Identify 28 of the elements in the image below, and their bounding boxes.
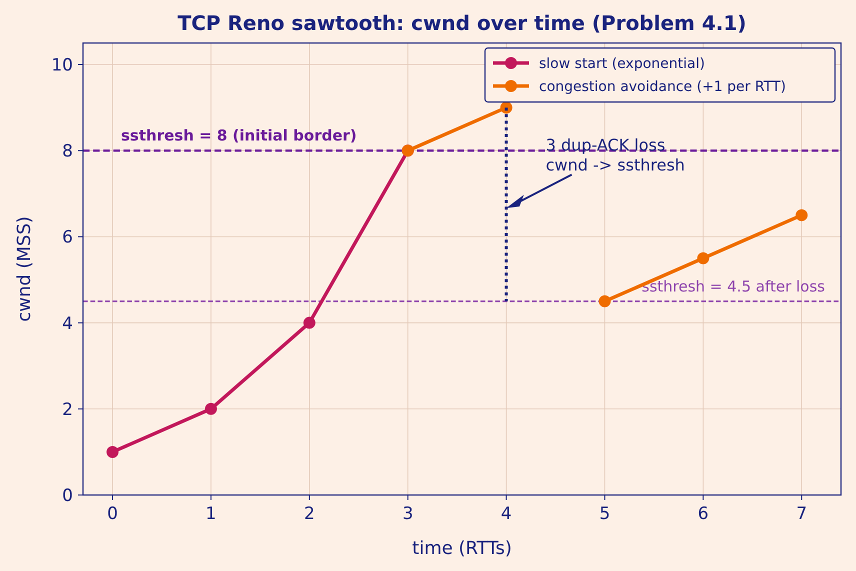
- x-tick-label: 4: [500, 504, 512, 524]
- x-tick-label: 6: [698, 504, 709, 524]
- y-tick-label: 4: [62, 314, 73, 334]
- point: [303, 316, 316, 329]
- y-tick-label: 10: [51, 56, 73, 76]
- x-tick-label: 0: [107, 504, 118, 524]
- y-tick-label: 2: [62, 400, 73, 420]
- x-tick-label: 3: [402, 504, 414, 524]
- point: [106, 446, 119, 458]
- point: [598, 295, 611, 308]
- chart-title: TCP Reno sawtooth: cwnd over time (Problem 4.1): [178, 11, 746, 35]
- y-tick-label: 0: [62, 486, 73, 506]
- ref-line-label: ssthresh = 4.5 after loss: [642, 277, 826, 296]
- y-tick-label: 6: [62, 228, 73, 248]
- x-axis-title: time (RTTs): [412, 538, 512, 559]
- legend-label: congestion avoidance (+1 per RTT): [539, 79, 786, 95]
- x-tick-label: 7: [796, 504, 808, 524]
- x-tick-label: 5: [599, 504, 610, 524]
- x-tick-label: 1: [206, 504, 216, 524]
- annotation: 3 dup-ACK loss cwnd -> ssthresh: [546, 136, 685, 175]
- point: [796, 209, 808, 222]
- legend-label: slow start (exponential): [539, 56, 705, 72]
- point: [697, 252, 710, 264]
- y-axis-title: cwnd (MSS): [14, 216, 35, 322]
- point: [204, 402, 217, 415]
- x-tick-label: 2: [304, 504, 315, 524]
- y-tick-label: 8: [62, 142, 73, 162]
- ref-line-label: ssthresh = 8 (initial border): [121, 126, 357, 145]
